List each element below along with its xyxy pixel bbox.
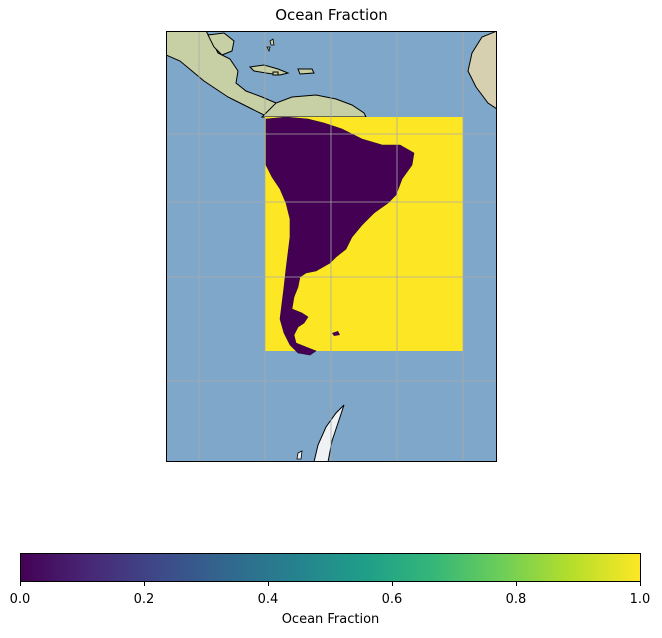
bahamas-island [266, 38, 275, 53]
falkland-islands [332, 331, 340, 336]
antarctic-peninsula [313, 404, 345, 462]
colorbar-tick-1 [144, 582, 145, 586]
colorbar-tick-4 [516, 582, 517, 586]
colorbar-ticklabel-4: 0.8 [505, 592, 527, 607]
yucatan-land [207, 32, 235, 56]
colorbar [20, 553, 641, 582]
venezuela-coast [260, 94, 367, 118]
colorbar-tick-2 [268, 582, 269, 586]
colorbar-ticklabel-1: 0.2 [133, 592, 155, 607]
map-frame-border [166, 31, 497, 462]
colorbar-tick-3 [392, 582, 393, 586]
colorbar-ticklabel-0: 0.0 [9, 592, 31, 607]
colorbar-label: Ocean Fraction [281, 612, 380, 627]
colorbar-ticklabel-5: 1.0 [629, 592, 651, 607]
gridlines [166, 31, 497, 462]
hispaniola-island [297, 68, 315, 75]
africa-land [467, 31, 497, 110]
map-title: Ocean Fraction [275, 6, 388, 24]
antarctic-island [296, 450, 303, 460]
puerto-rico-island [272, 71, 279, 76]
colorbar-ticklabel-3: 0.6 [381, 592, 403, 607]
colorbar-tick-5 [640, 582, 641, 586]
south-america-landmass [265, 116, 415, 356]
colorbar-tick-0 [20, 582, 21, 586]
colorbar-ticklabel-2: 0.4 [257, 592, 279, 607]
map-plot[interactable] [166, 31, 497, 462]
